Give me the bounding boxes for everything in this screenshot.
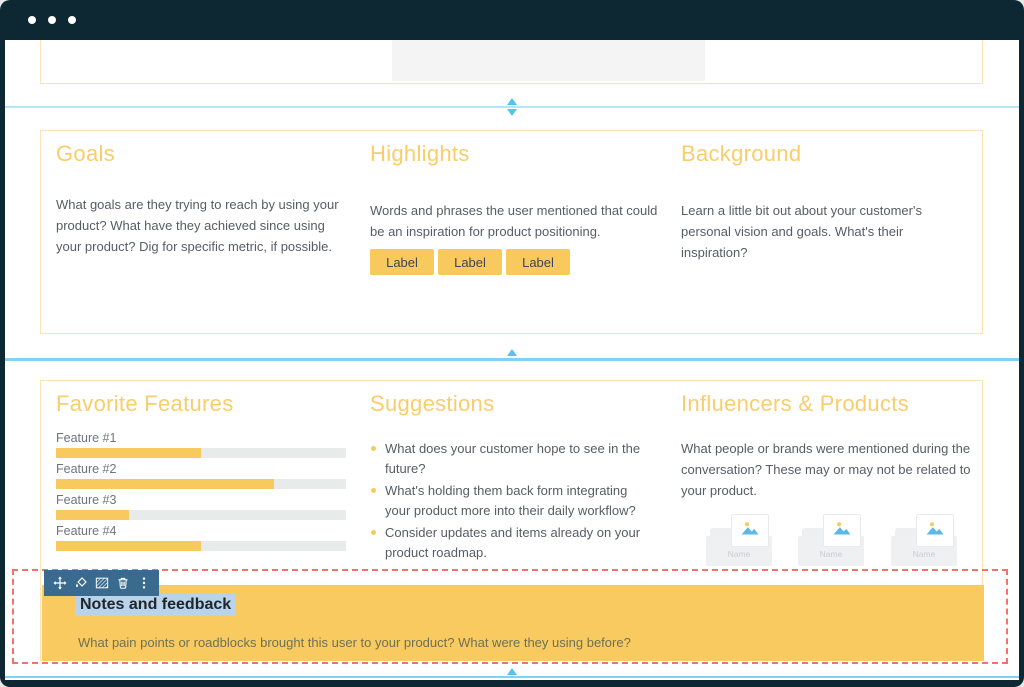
pattern-icon[interactable] — [91, 570, 112, 596]
notes-and-feedback-module[interactable]: Notes and feedback What pain points or r… — [42, 585, 984, 661]
favorite-features-title: Favorite Features — [56, 391, 234, 416]
feature-bar-row: Feature #4 — [56, 524, 346, 551]
divider-collapse-down-icon[interactable] — [507, 109, 517, 116]
divider-collapse-up-icon[interactable] — [507, 349, 517, 356]
background-title: Background — [681, 141, 802, 166]
card-label: Name — [727, 549, 751, 559]
label-chip-group: Label Label Label — [370, 249, 570, 275]
label-chip[interactable]: Label — [438, 249, 502, 275]
background-body: Learn a little bit out about your custom… — [681, 203, 922, 260]
feature-bar-row: Feature #1 — [56, 431, 346, 458]
feature-label: Feature #3 — [56, 493, 117, 507]
fill-color-icon[interactable] — [70, 570, 91, 596]
feature-bar-row: Feature #3 — [56, 493, 346, 520]
influencer-card-placeholder[interactable]: Name — [706, 514, 772, 566]
image-placeholder-icon — [731, 514, 769, 547]
image-placeholder-icon — [916, 514, 954, 547]
divider-collapse-up-icon[interactable] — [507, 98, 517, 105]
feature-label: Feature #2 — [56, 462, 117, 476]
document-canvas: Goals What goals are they trying to reac… — [5, 40, 1019, 680]
card-tab — [710, 528, 732, 538]
highlights-body: Words and phrases the user mentioned tha… — [370, 203, 658, 239]
suggestions-title: Suggestions — [370, 391, 495, 416]
feature-bar-track — [56, 510, 346, 520]
feature-label: Feature #4 — [56, 524, 117, 538]
card-label: Name — [912, 549, 936, 559]
notes-body[interactable]: What pain points or roadblocks brought t… — [78, 635, 631, 650]
window-control-dot[interactable] — [68, 16, 76, 24]
feature-bar-fill — [56, 541, 201, 551]
section-divider — [5, 358, 1019, 361]
suggestion-item: What does your customer hope to see in t… — [370, 439, 654, 478]
feature-bar-track — [56, 541, 346, 551]
top-section-partial[interactable] — [40, 40, 983, 84]
suggestion-item: Consider updates and items already on yo… — [370, 523, 654, 562]
divider-collapse-up-icon[interactable] — [507, 668, 517, 675]
goals-body: What goals are they trying to reach by u… — [56, 197, 339, 254]
feature-bar-track — [56, 479, 346, 489]
section-row-goals: Goals What goals are they trying to reac… — [40, 130, 983, 334]
image-placeholder-box[interactable] — [392, 40, 705, 81]
influencer-card-placeholder[interactable]: Name — [891, 514, 957, 566]
feature-bar-fill — [56, 448, 201, 458]
feature-bar-fill — [56, 479, 274, 489]
move-icon[interactable] — [49, 570, 70, 596]
card-tab — [895, 528, 917, 538]
suggestions-list: What does your customer hope to see in t… — [370, 439, 654, 565]
influencers-body: What people or brands were mentioned dur… — [681, 441, 971, 498]
card-tab — [802, 528, 824, 538]
module-edit-toolbar — [44, 570, 159, 596]
trash-icon[interactable] — [112, 570, 133, 596]
window-controls — [28, 16, 76, 24]
section-divider — [5, 106, 1019, 108]
section-divider — [5, 676, 1019, 678]
notes-title-selected-text[interactable]: Notes and feedback — [75, 594, 237, 616]
highlights-title: Highlights — [370, 141, 470, 166]
feature-bar-row: Feature #2 — [56, 462, 346, 489]
feature-bar-track — [56, 448, 346, 458]
more-options-icon[interactable] — [133, 570, 154, 596]
influencers-title: Influencers & Products — [681, 391, 909, 416]
goals-title: Goals — [56, 141, 115, 166]
influencer-card-placeholder[interactable]: Name — [798, 514, 864, 566]
suggestion-item: What's holding them back form integratin… — [370, 481, 654, 520]
window-control-dot[interactable] — [28, 16, 36, 24]
label-chip[interactable]: Label — [370, 249, 434, 275]
window-titlebar — [0, 0, 1024, 40]
window-control-dot[interactable] — [48, 16, 56, 24]
image-placeholder-icon — [823, 514, 861, 547]
feature-label: Feature #1 — [56, 431, 117, 445]
feature-bar-fill — [56, 510, 129, 520]
label-chip[interactable]: Label — [506, 249, 570, 275]
card-label: Name — [819, 549, 843, 559]
